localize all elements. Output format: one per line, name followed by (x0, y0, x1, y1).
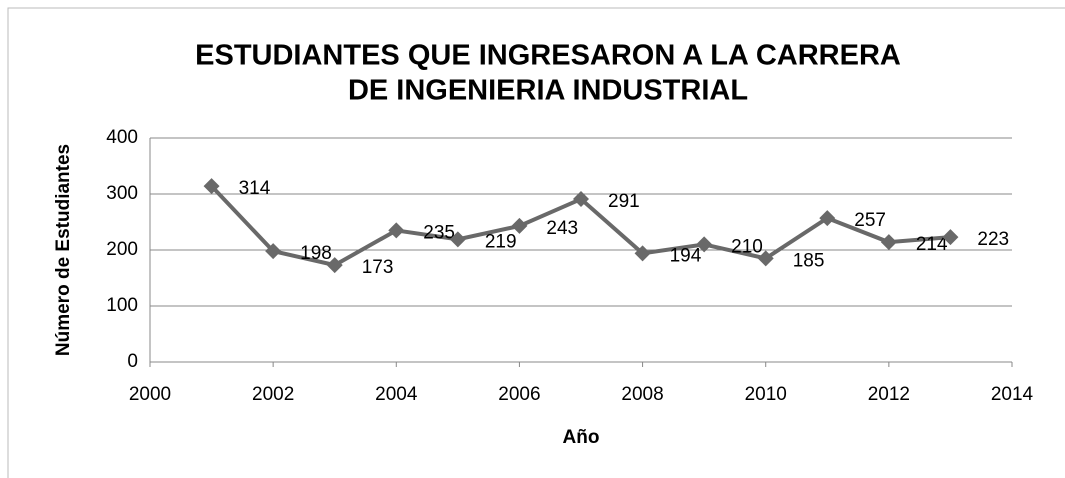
data-point (449, 231, 466, 248)
data-label: 314 (239, 178, 271, 199)
data-label: 219 (485, 231, 517, 252)
data-point (203, 178, 220, 195)
data-point (265, 243, 282, 260)
y-tick-label: 0 (127, 351, 138, 372)
chart-frame (7, 7, 1065, 478)
data-label: 173 (362, 257, 394, 278)
data-label: 194 (670, 245, 702, 266)
data-label: 223 (977, 229, 1009, 250)
data-label: 243 (546, 218, 578, 239)
chart-title: DE INGENIERIA INDUSTRIAL (348, 75, 748, 107)
y-axis-label: Número de Estudiantes (53, 144, 74, 356)
data-point (511, 217, 528, 234)
data-label: 210 (731, 236, 763, 257)
data-label: 257 (854, 210, 886, 231)
data-point (942, 229, 959, 246)
x-axis-label: Año (563, 427, 600, 448)
data-point (757, 250, 774, 267)
data-label: 235 (423, 222, 455, 243)
data-point (819, 210, 836, 227)
data-label: 198 (300, 243, 332, 264)
data-label: 291 (608, 191, 640, 212)
x-tick-label: 2012 (868, 384, 910, 405)
data-point (573, 191, 589, 208)
data-point (388, 222, 405, 239)
data-label: 185 (793, 250, 825, 271)
data-point (326, 257, 343, 274)
x-tick-label: 2010 (745, 384, 787, 405)
x-tick-label: 2014 (991, 384, 1034, 405)
data-label: 214 (916, 234, 948, 255)
y-tick-label: 200 (106, 239, 138, 260)
chart-title: ESTUDIANTES QUE INGRESARON A LA CARRERA (195, 40, 901, 72)
x-tick-label: 2006 (498, 384, 540, 405)
data-point (634, 245, 651, 262)
x-tick-label: 2008 (621, 384, 663, 405)
x-tick-label: 2002 (252, 384, 294, 405)
x-tick-label: 2000 (129, 384, 171, 405)
y-tick-label: 400 (106, 127, 138, 148)
y-tick-label: 300 (106, 183, 138, 204)
y-tick-label: 100 (106, 295, 138, 316)
data-point (696, 236, 713, 253)
x-tick-label: 2004 (375, 384, 418, 405)
data-point (880, 234, 897, 251)
